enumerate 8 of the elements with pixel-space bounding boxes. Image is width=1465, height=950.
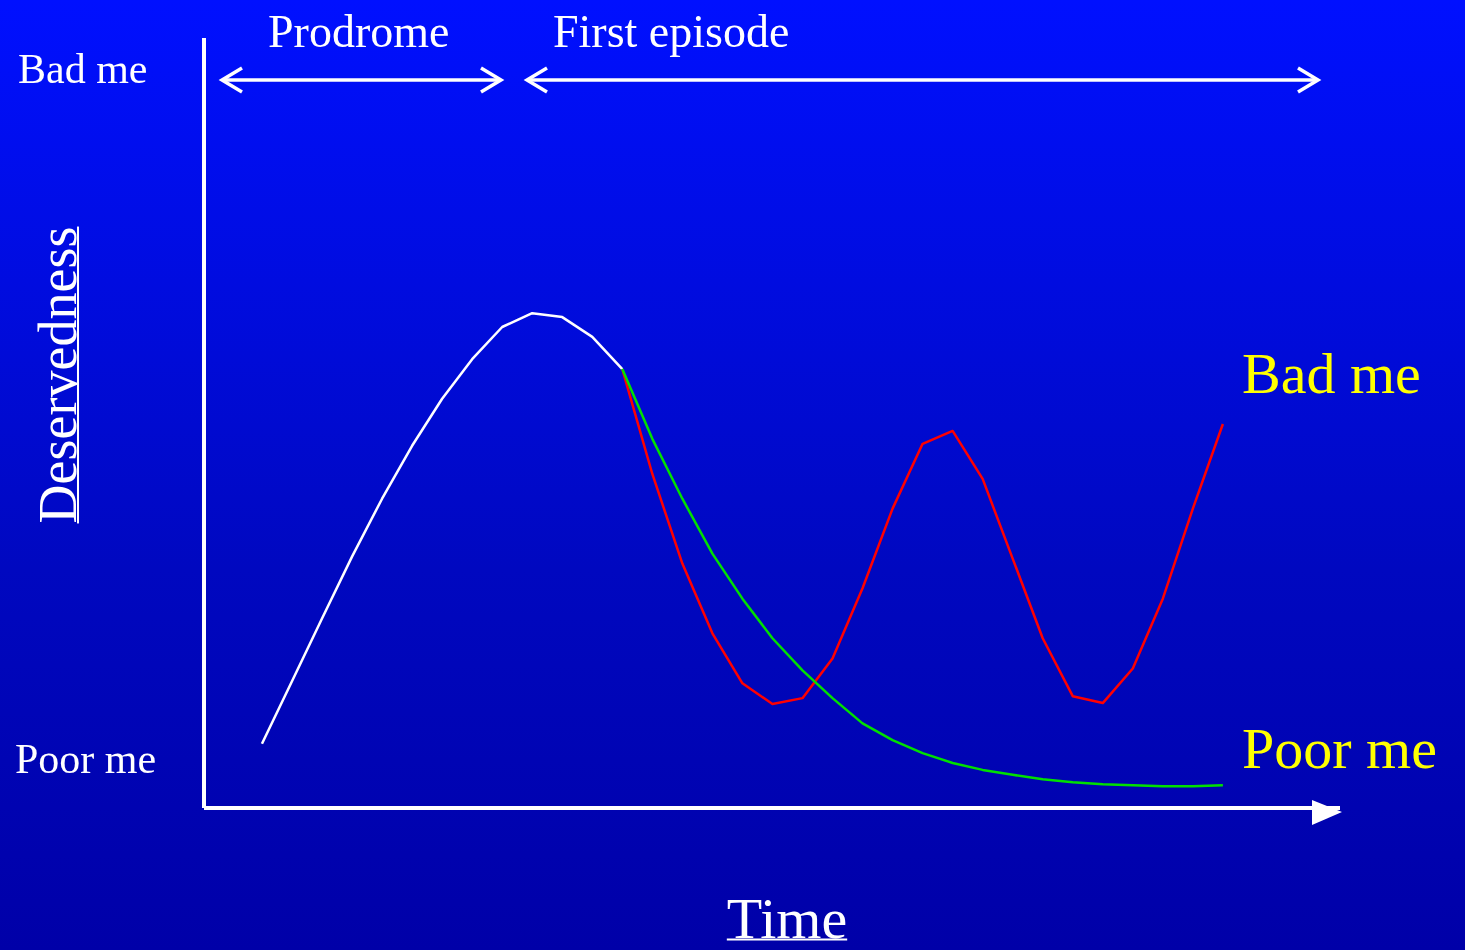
series-label: Bad me bbox=[1242, 340, 1421, 407]
x-axis-title: Time bbox=[726, 884, 848, 950]
series-label: Poor me bbox=[1242, 715, 1437, 782]
text: Prodrome bbox=[268, 5, 450, 58]
text: Bad me bbox=[18, 45, 148, 93]
text: First episode bbox=[553, 5, 790, 58]
y-axis-title: Deservedness bbox=[27, 226, 89, 524]
text: Poor me bbox=[15, 735, 157, 783]
